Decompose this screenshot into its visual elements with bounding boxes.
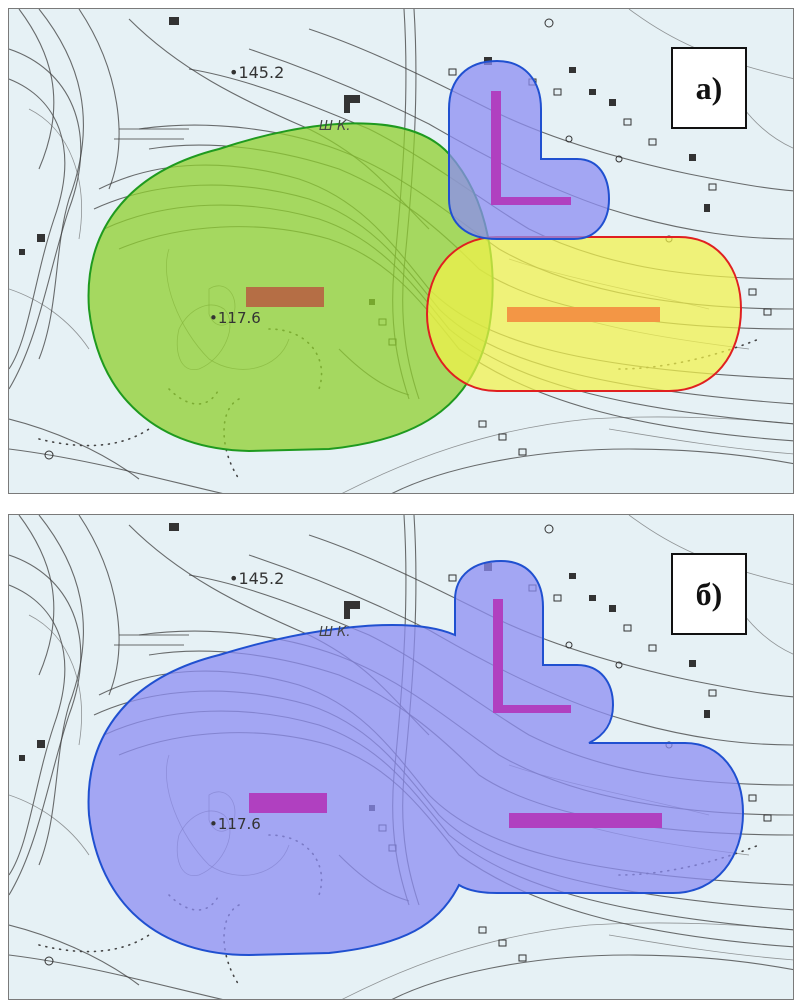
merged-blue-zone <box>87 559 745 957</box>
purple-right-source <box>509 813 662 828</box>
topographic-map-a <box>9 9 793 493</box>
brown-source <box>246 287 324 307</box>
map-panel-a: •145.2 •117.6 Ш К. а) <box>8 8 794 494</box>
purple-l-source <box>491 91 571 205</box>
elevation-label-top: •145.2 <box>229 63 285 82</box>
topographic-map-b <box>9 515 793 999</box>
purple-left-source <box>249 793 327 813</box>
elevation-label-top: •145.2 <box>229 569 285 588</box>
map-code-label: Ш К. <box>319 119 351 134</box>
panel-label-a: а) <box>671 47 747 129</box>
purple-l-source <box>493 599 571 713</box>
map-code-label: Ш К. <box>319 625 351 640</box>
elevation-label-low: •117.6 <box>209 309 261 327</box>
elevation-label-low: •117.6 <box>209 815 261 833</box>
map-panel-b: •145.2 •117.6 Ш К. б) <box>8 514 794 1000</box>
orange-source <box>507 307 660 322</box>
blue-zone <box>448 59 611 240</box>
panel-label-b: б) <box>671 553 747 635</box>
